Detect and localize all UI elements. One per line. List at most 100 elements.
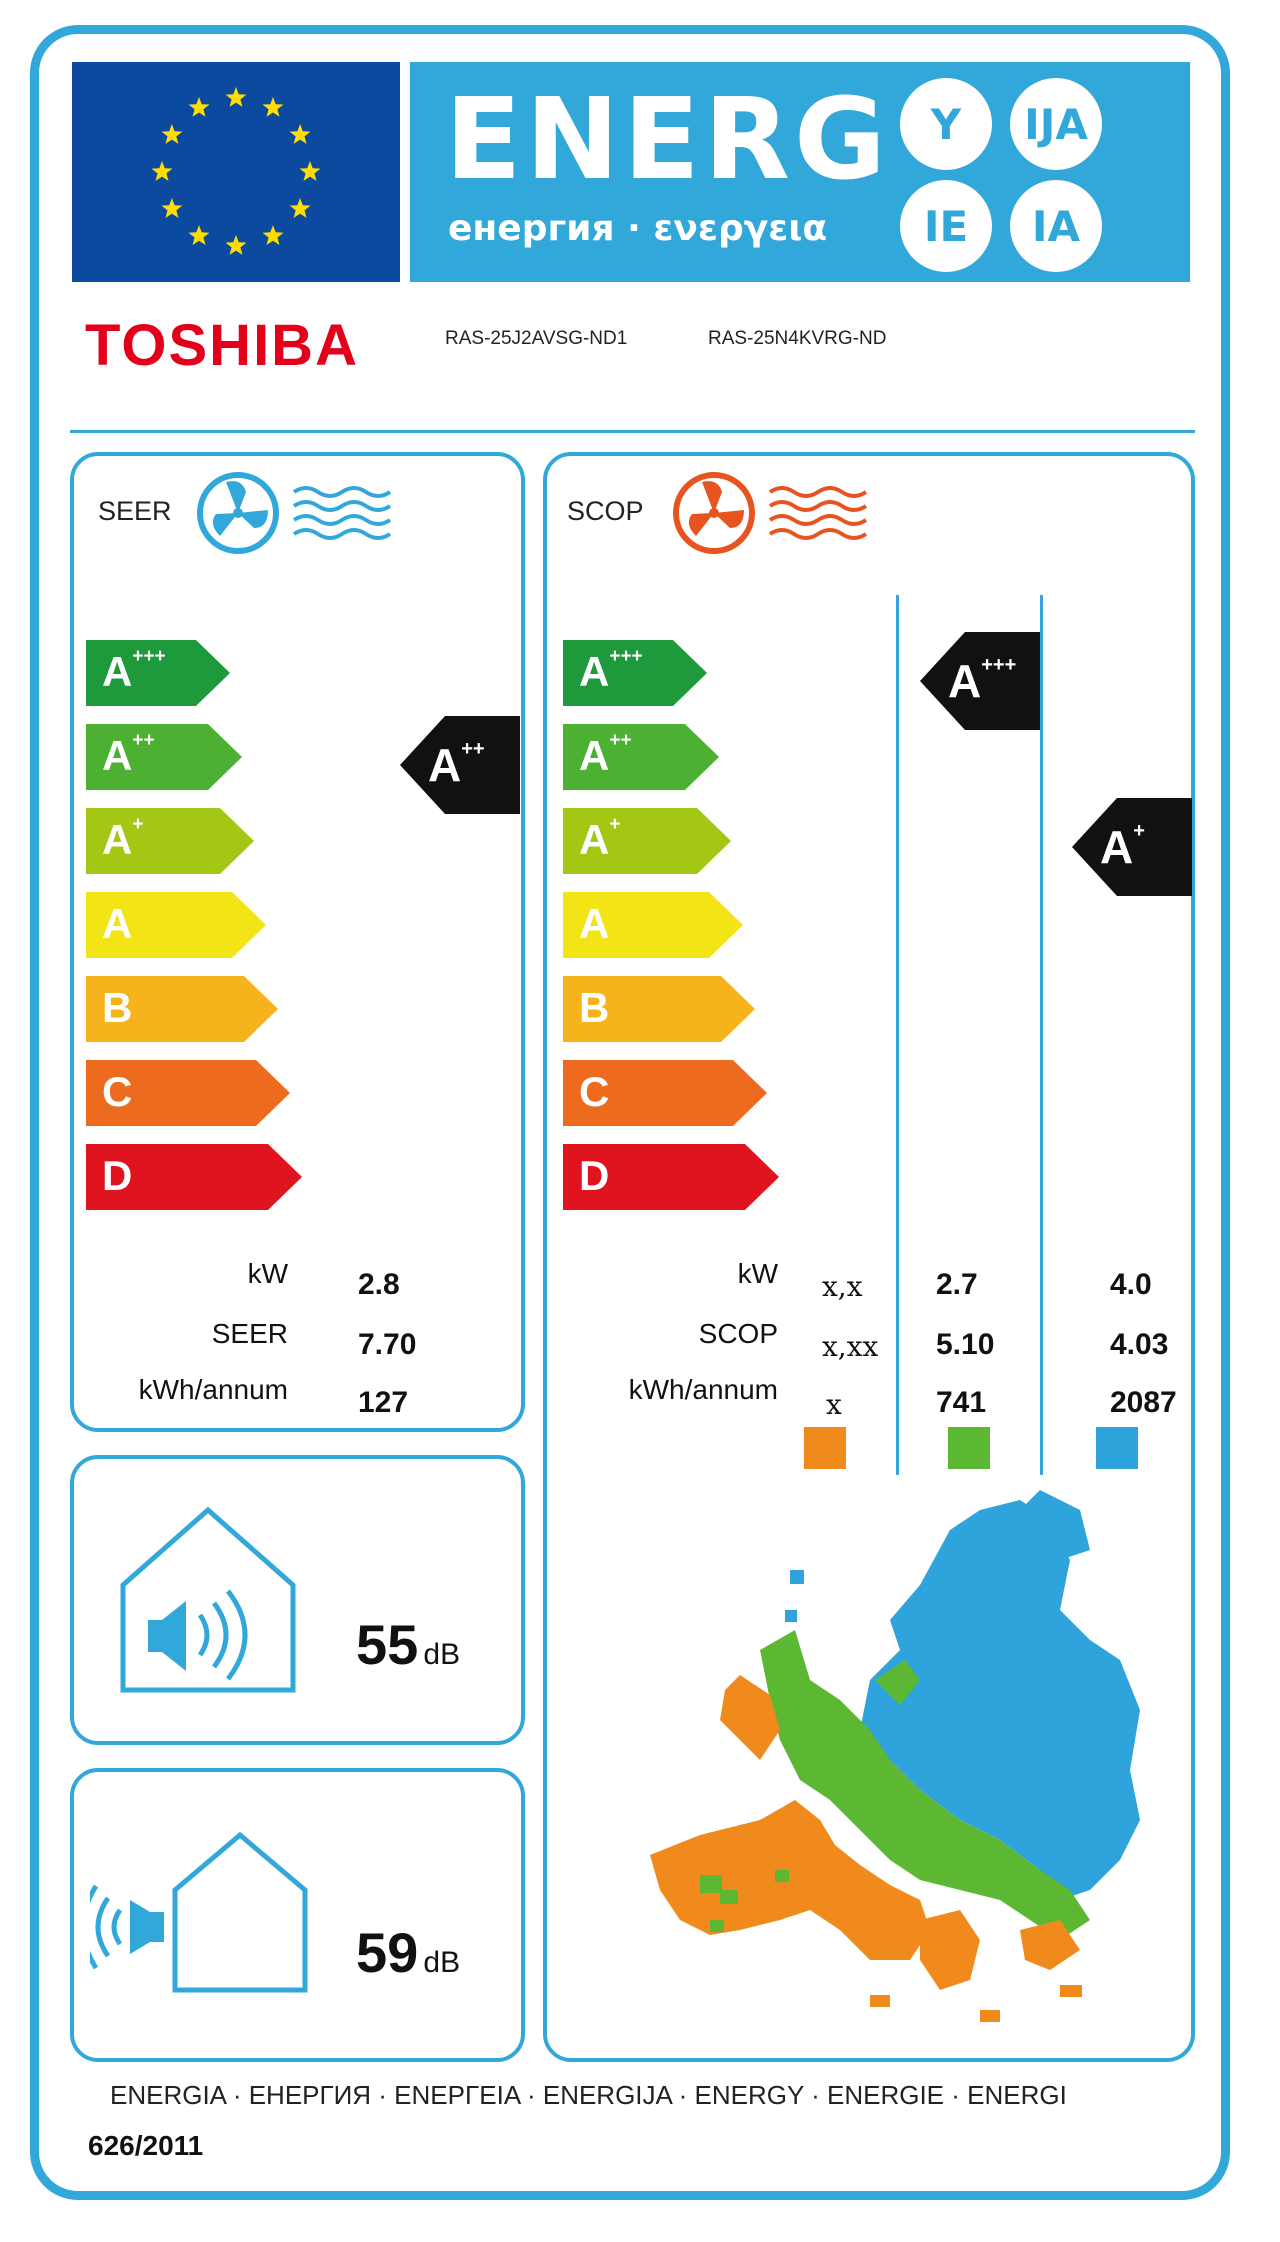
scop-average-value: 5.10 xyxy=(936,1328,995,1361)
scop-class-bar: A+++ xyxy=(563,640,707,706)
scop-class-bar-label: B xyxy=(579,984,610,1031)
seer-class-bar-label: A++ xyxy=(102,730,155,779)
scop-class-bar: A+ xyxy=(563,808,731,874)
seer-class-bar-label: B xyxy=(102,984,133,1031)
seer-row-label: SEER xyxy=(211,1318,288,1349)
outdoor-noise-unit: dB xyxy=(423,1946,461,1979)
scop-class-bar: B xyxy=(563,976,755,1042)
seer-panel xyxy=(70,452,525,1432)
scop-colder-class-text: A+ xyxy=(1100,820,1145,873)
scop-row-label: kWh/annum xyxy=(628,1374,778,1405)
seer-class-bar: C xyxy=(86,1060,290,1126)
seer-class-bar: A++ xyxy=(86,724,242,790)
brand-logo: TOSHIBA xyxy=(85,313,359,378)
seer-row-label: kW xyxy=(247,1258,288,1289)
cooling-fan-icon xyxy=(197,472,392,554)
scop-class-bar: A xyxy=(563,892,743,958)
seer-class-bar-label: C xyxy=(102,1068,133,1115)
eu-star-icon xyxy=(161,124,183,144)
seer-class-badge xyxy=(400,716,520,814)
scop-average-value: 741 xyxy=(936,1386,987,1419)
indoor-noise-level: 55 dB xyxy=(356,1612,460,1677)
scop-warmer-value: x,x xyxy=(822,1270,863,1303)
scop-warmer-value: x,xx xyxy=(822,1330,879,1363)
eu-star-icon xyxy=(289,124,311,144)
seer-row-value: 2.8 xyxy=(358,1268,400,1301)
seer-class-bar-label: D xyxy=(102,1152,133,1199)
scop-class-bar: A++ xyxy=(563,724,719,790)
suffix-ia: IA xyxy=(1010,180,1102,272)
indoor-noise-value: 55 xyxy=(356,1613,419,1676)
energy-title: ENERG xyxy=(445,75,890,205)
eu-flag xyxy=(72,62,400,282)
scop-class-bar: C xyxy=(563,1060,767,1126)
eu-star-icon xyxy=(299,161,321,181)
scop-label: SCOP xyxy=(567,496,644,526)
scop-class-bar-label: A+++ xyxy=(579,646,643,695)
seer-class-bar-label: A+ xyxy=(102,814,144,863)
zone-divider xyxy=(1040,595,1043,1475)
eu-star-icon xyxy=(188,96,210,117)
eu-star-icon xyxy=(151,161,173,181)
model-outdoor: RAS-25N4KVRG-ND xyxy=(708,328,887,349)
seer-class-bar: A+ xyxy=(86,808,254,874)
eu-star-icon xyxy=(262,96,284,117)
suffix-ie: IE xyxy=(900,180,992,272)
outdoor-noise-level: 59 dB xyxy=(356,1920,460,1985)
scop-panel xyxy=(543,452,1195,2062)
eu-star-icon xyxy=(225,87,247,107)
outdoor-noise-panel xyxy=(70,1768,525,2062)
colder-zone-swatch xyxy=(1096,1427,1138,1469)
scop-warmer-value: x xyxy=(826,1388,842,1421)
label-frame xyxy=(30,25,1230,2200)
seer-row-value: 127 xyxy=(358,1386,409,1419)
languages-line: ENERGIA · ЕНЕРГИЯ · ΕΝΕΡΓΕΙΑ · ENERGIJA … xyxy=(110,2080,1067,2110)
eu-star-icon xyxy=(225,235,247,255)
eu-star-icon xyxy=(262,225,284,245)
regulation-number: 626/2011 xyxy=(88,2130,204,2161)
zone-divider xyxy=(896,595,899,1475)
seer-class-bar: D xyxy=(86,1144,302,1210)
scop-colder-value: 4.0 xyxy=(1110,1268,1152,1301)
scop-average-class-text: A+++ xyxy=(948,654,1017,707)
scop-class-bar-label: A++ xyxy=(579,730,632,779)
indoor-noise-unit: dB xyxy=(423,1638,461,1671)
suffix-ija: IJA xyxy=(1010,78,1102,170)
outdoor-house-speaker-icon xyxy=(90,1831,308,1993)
outdoor-noise-value: 59 xyxy=(356,1921,419,1984)
seer-class-bar-label: A xyxy=(102,900,133,947)
seer-class-bar: A xyxy=(86,892,266,958)
seer-row-value: 7.70 xyxy=(358,1328,417,1361)
eu-star-icon xyxy=(188,225,210,245)
eu-star-icon xyxy=(289,198,311,218)
indoor-noise-panel xyxy=(70,1455,525,1745)
seer-class-text: A++ xyxy=(428,738,485,791)
scop-class-bar-label: C xyxy=(579,1068,610,1115)
scop-class-bar-label: A+ xyxy=(579,814,621,863)
model-indoor: RAS-25J2AVSG-ND1 xyxy=(445,328,628,349)
divider xyxy=(70,430,1195,433)
seer-row-label: kWh/annum xyxy=(138,1374,288,1405)
eu-star-icon xyxy=(161,198,183,218)
scop-colder-value: 2087 xyxy=(1110,1386,1177,1419)
scop-colder-value: 4.03 xyxy=(1110,1328,1169,1361)
scop-row-label: kW xyxy=(737,1258,778,1289)
seer-label: SEER xyxy=(98,496,172,526)
average-zone-swatch xyxy=(948,1427,990,1469)
indoor-house-speaker-icon xyxy=(120,1506,296,1693)
heating-fan-icon xyxy=(673,472,868,554)
eu-stars-icon xyxy=(151,87,321,255)
scop-colder-class-badge xyxy=(1072,798,1192,896)
scop-class-bar-label: A xyxy=(579,900,610,947)
scop-row-label: SCOP xyxy=(698,1318,778,1349)
europe-climate-map xyxy=(650,1490,1140,2022)
scop-class-bar-label: D xyxy=(579,1152,610,1199)
seer-class-bar: A+++ xyxy=(86,640,230,706)
seer-class-bar-label: A+++ xyxy=(102,646,166,695)
warmer-zone-swatch xyxy=(804,1427,846,1469)
scop-class-bar: D xyxy=(563,1144,779,1210)
energy-subtitle: енергия · ενεργεια xyxy=(448,208,828,249)
scop-average-class-badge xyxy=(920,632,1040,730)
seer-class-bar: B xyxy=(86,976,278,1042)
scop-average-value: 2.7 xyxy=(936,1268,978,1301)
